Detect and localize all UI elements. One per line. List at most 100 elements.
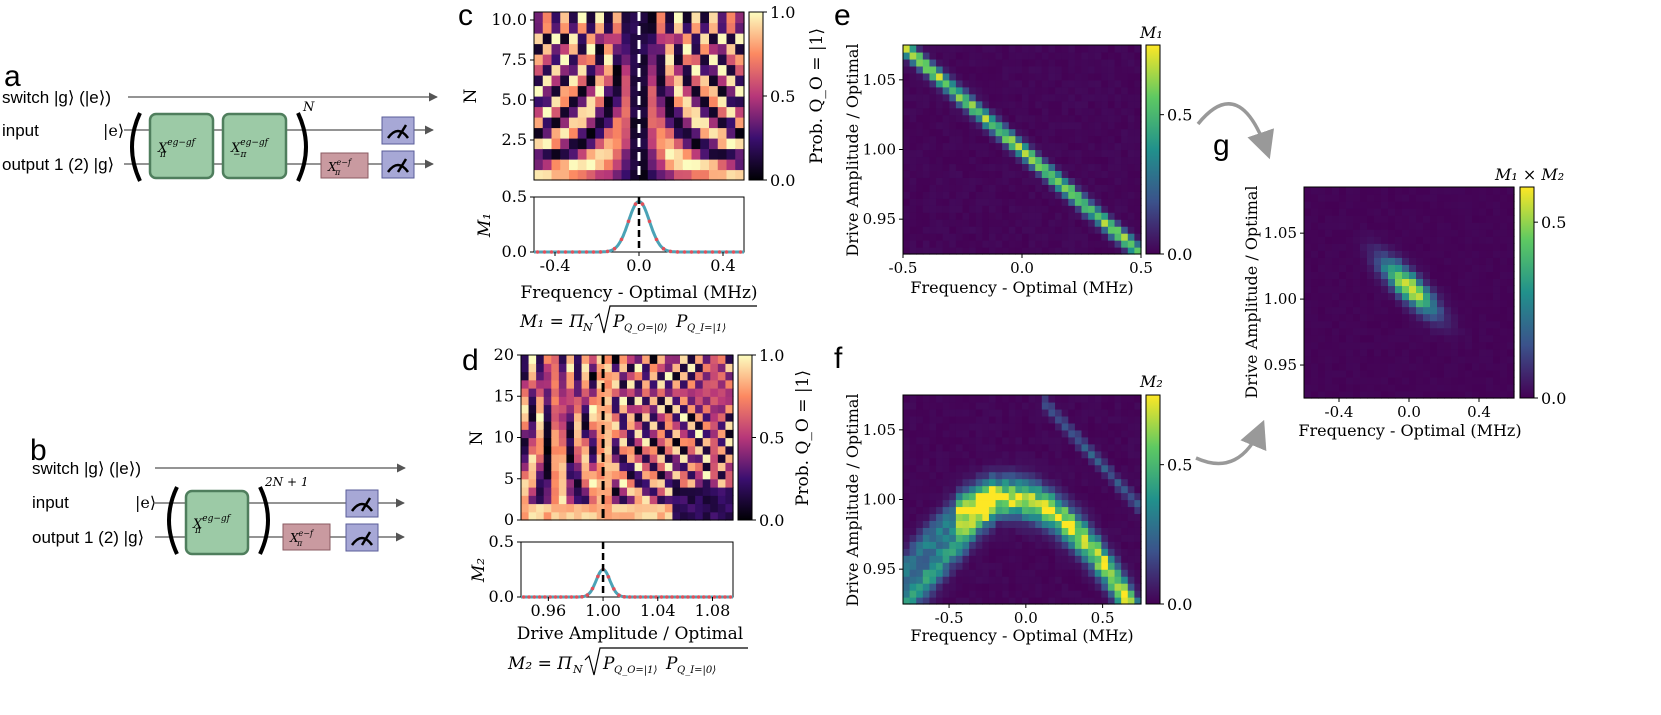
heatmap-cell <box>1107 170 1116 178</box>
heatmap-cell <box>1444 278 1452 287</box>
heatmap-cell <box>988 478 997 487</box>
heatmap-cell <box>627 470 636 480</box>
heatmap-cell <box>1022 191 1030 199</box>
heatmap-cell <box>1346 320 1354 329</box>
heatmap-cell <box>700 117 710 129</box>
heatmap-cell <box>1028 114 1036 123</box>
heatmap-cell <box>1318 362 1326 371</box>
heatmap-cell <box>929 478 937 487</box>
heatmap-cell <box>1121 72 1129 81</box>
heatmap-cell <box>1101 51 1109 60</box>
heatmap-cell <box>1416 376 1424 385</box>
heatmap-cell <box>1507 264 1515 272</box>
heatmap-cell <box>1416 306 1424 315</box>
heatmap-cell <box>969 135 977 144</box>
heatmap-cell <box>1353 271 1361 280</box>
heatmap-cell <box>1028 240 1036 248</box>
heatmap-cell <box>1061 240 1069 248</box>
heatmap-cell <box>1015 555 1023 563</box>
heatmap-cell <box>1015 590 1023 598</box>
heatmap-cell <box>922 135 931 144</box>
heatmap-cell <box>1325 313 1333 322</box>
heatmap-cell <box>1041 58 1050 67</box>
heatmap-cell <box>995 163 1003 171</box>
heatmap-cell <box>1074 555 1083 563</box>
heatmap-cell <box>1094 212 1102 220</box>
heatmap-cell <box>1353 187 1361 195</box>
heatmap-cell <box>995 562 1003 570</box>
heatmap-cell <box>916 58 924 67</box>
heatmap-cell <box>1127 583 1135 591</box>
heatmap-cell <box>647 54 658 66</box>
heatmap-cell <box>642 379 651 389</box>
heatmap-cell <box>1127 163 1135 171</box>
heatmap-cell <box>596 429 605 439</box>
heatmap-cell <box>1127 247 1135 255</box>
heatmap-cell <box>1015 464 1023 473</box>
heatmap-cell <box>1015 135 1023 144</box>
heatmap-cell <box>1486 257 1494 265</box>
heatmap-cell <box>969 562 977 570</box>
heatmap-cell <box>1107 590 1116 598</box>
heatmap-cell <box>1451 264 1459 272</box>
heatmap-cell <box>962 107 970 116</box>
heatmap-cell <box>665 159 675 171</box>
heatmap-cell <box>543 379 552 389</box>
heatmap-cell <box>560 54 570 66</box>
heatmap-cell <box>639 64 649 76</box>
heatmap-cell <box>936 72 944 81</box>
heatmap-cell <box>612 117 623 129</box>
y-tick-label: 20 <box>494 345 514 364</box>
y-tick-label: 0.95 <box>863 210 896 228</box>
heatmap-cell <box>1472 355 1480 364</box>
heatmap-cell <box>709 54 719 66</box>
heatmap-cell <box>612 54 623 66</box>
paren-open-a <box>130 112 142 182</box>
heatmap-cell <box>1081 163 1089 171</box>
heatmap-cell <box>909 184 917 192</box>
heatmap-cell <box>702 363 711 373</box>
heatmap-cell <box>521 363 530 373</box>
heatmap-cell <box>1134 583 1142 591</box>
heatmap-cell <box>725 379 734 389</box>
heatmap-cell <box>1008 436 1016 445</box>
heatmap-cell <box>1114 149 1122 158</box>
heatmap-cell <box>1325 243 1333 251</box>
heatmap-cell <box>1325 348 1333 357</box>
heatmap-cell <box>1035 520 1043 528</box>
heatmap-cell <box>995 121 1003 130</box>
heatmap-cell <box>1041 408 1050 417</box>
heatmap-cell <box>1061 576 1069 584</box>
heatmap-cell <box>700 12 710 24</box>
heatmap-cell <box>1437 243 1445 251</box>
heatmap-cell <box>1493 362 1501 371</box>
heatmap-cell <box>1061 450 1069 459</box>
heatmap-cell <box>995 51 1003 60</box>
heatmap-cell <box>982 576 990 584</box>
heatmap-cell <box>695 495 704 505</box>
heatmap-cell <box>1339 250 1347 258</box>
heatmap-cell <box>962 247 970 255</box>
heatmap-cell <box>1055 93 1063 102</box>
panel-letter-f: f <box>834 342 843 375</box>
heatmap-cell <box>1367 229 1375 237</box>
heatmap-cell <box>695 503 704 513</box>
heatmap-cell <box>1339 390 1347 399</box>
heatmap-cell <box>1081 464 1089 473</box>
heatmap-cell <box>1479 369 1487 378</box>
heatmap-cell <box>1028 212 1036 220</box>
heatmap-cell <box>982 86 990 95</box>
heatmap-cell <box>1127 58 1135 67</box>
heatmap-cell <box>1318 320 1326 329</box>
heatmap-cell <box>1028 177 1036 185</box>
heatmap-cell <box>1304 271 1312 280</box>
heatmap-cell <box>649 388 658 397</box>
heatmap-cell <box>536 462 545 472</box>
heatmap-cell <box>962 191 970 199</box>
heatmap-cell <box>1409 264 1417 272</box>
heatmap-cell <box>1465 306 1473 315</box>
heatmap-cell <box>700 33 710 45</box>
heatmap-cell <box>1061 51 1069 60</box>
heatmap-cell <box>1028 597 1036 605</box>
heatmap-cell <box>1332 285 1340 294</box>
